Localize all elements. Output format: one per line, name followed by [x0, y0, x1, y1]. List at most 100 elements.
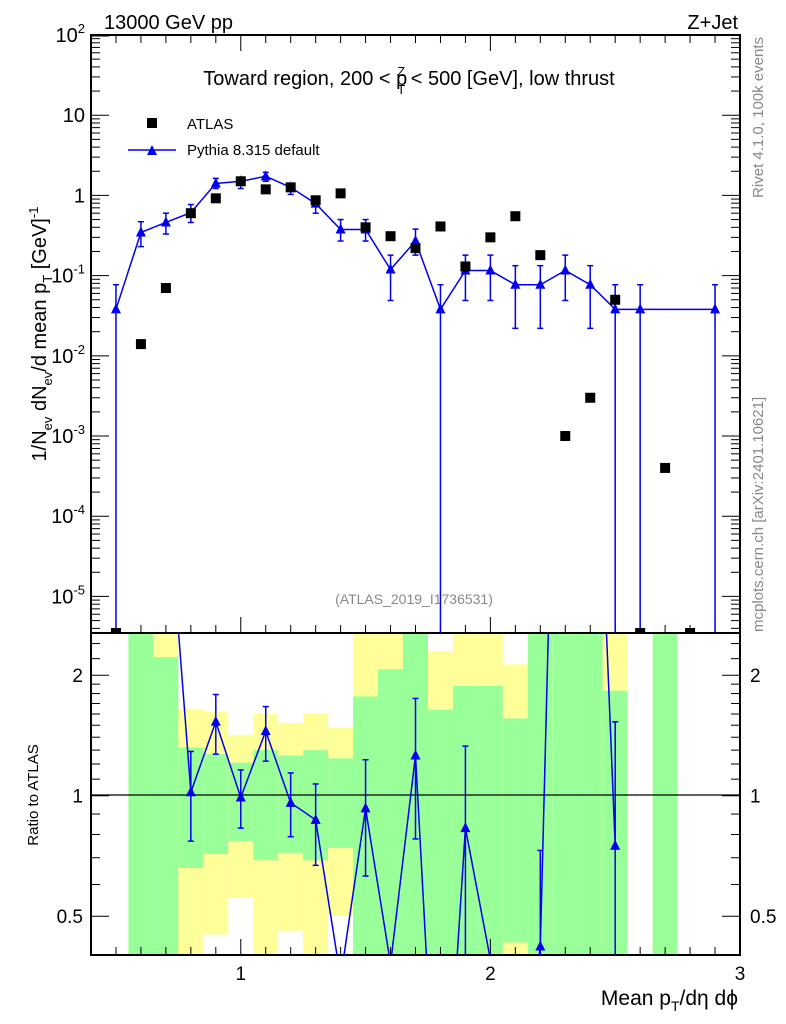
y-tick-label: 10-5	[51, 582, 85, 608]
atlas-point	[335, 188, 346, 199]
x-axis-label: Mean pT/dη dϕ	[601, 987, 738, 1014]
pythia-point	[385, 263, 396, 274]
ratio-y-tick-label: 0.5	[57, 907, 83, 928]
header-right: Z+Jet	[687, 12, 738, 34]
pythia-point	[160, 216, 171, 227]
atlas-point	[185, 208, 196, 219]
legend-pythia-label: Pythia 8.315 default	[187, 142, 320, 159]
stat-uncertainty-band	[577, 633, 603, 955]
ratio-y-tick-label-right: 1	[750, 787, 761, 808]
header-left: 13000 GeV pp	[104, 12, 233, 34]
pythia-point	[510, 278, 521, 289]
atlas-point	[285, 182, 296, 193]
atlas-point	[385, 231, 396, 242]
atlas-point	[560, 431, 571, 442]
pythia-point	[410, 235, 421, 246]
y-tick-label: 10-3	[51, 422, 85, 448]
ratio-y-tick-label: 2	[72, 666, 83, 687]
mcplots-label: mcplots.cern.ch [arXiv:2401.10621]	[750, 397, 767, 632]
pythia-point	[260, 170, 271, 181]
stat-uncertainty-band	[203, 754, 229, 855]
atlas-point	[510, 211, 521, 222]
ratio-point	[489, 953, 492, 955]
atlas-point	[160, 283, 171, 294]
atlas-point	[535, 250, 546, 261]
stat-uncertainty-band	[253, 750, 279, 861]
stat-uncertainty-band	[652, 633, 678, 955]
y-tick-label: 10-4	[51, 502, 85, 528]
ratio-point	[360, 802, 371, 813]
pythia-point	[335, 223, 346, 234]
ratio-line-segment	[414, 755, 428, 955]
atlas-point	[685, 628, 696, 633]
pythia-point	[710, 303, 721, 314]
atlas-point	[660, 462, 671, 473]
atlas-point	[485, 232, 496, 243]
pythia-point	[560, 264, 571, 275]
y-tick-label: 10	[63, 105, 85, 127]
main-plot-marks	[110, 170, 721, 633]
legend-pythia-marker	[147, 145, 157, 155]
stat-uncertainty-band	[128, 633, 154, 955]
pythia-point	[210, 177, 221, 188]
x-tick-label: 2	[485, 964, 496, 985]
ratio-line-segment	[240, 730, 267, 798]
ratio-point	[210, 715, 221, 726]
tick-labels: 102 10 1 10-1 10-2 10-3 10-4 10-5 2 2 1 1 0.5 0.5 1 2 3	[51, 21, 776, 985]
y-tick-label: 1	[74, 185, 85, 207]
atlas-point	[360, 222, 371, 233]
pythia-point	[635, 303, 646, 314]
ratio-y-axis-label: Ratio to ATLAS	[25, 744, 42, 845]
atlas-point	[460, 261, 471, 272]
atlas-point	[610, 294, 621, 305]
axis-ticks	[90, 35, 741, 956]
ratio-line-segment	[605, 633, 616, 846]
atlas-point	[310, 195, 321, 206]
legend-atlas-label: ATLAS	[187, 116, 233, 133]
ratio-point	[460, 822, 471, 833]
ratio-line-segment	[364, 808, 390, 955]
ratio-y-tick-label: 1	[72, 787, 83, 808]
ratio-plot-marks	[177, 633, 621, 955]
ratio-point	[610, 839, 621, 850]
legend-atlas-marker	[147, 118, 157, 128]
pythia-point	[485, 264, 496, 275]
x-tick-label: 1	[235, 964, 246, 985]
ratio-point	[410, 749, 421, 760]
ratio-bands	[128, 633, 678, 955]
analysis-watermark: (ATLAS_2019_I1736531)	[335, 591, 493, 607]
ratio-point	[235, 791, 246, 802]
ratio-point	[310, 813, 321, 824]
stat-uncertainty-band	[477, 685, 503, 955]
x-tick-label: 3	[735, 964, 746, 985]
pythia-point	[610, 303, 621, 314]
atlas-point	[135, 339, 146, 350]
ratio-y-tick-label-right: 0.5	[750, 907, 776, 928]
ratio-line-segment	[215, 721, 242, 798]
y-tick-label: 102	[56, 21, 85, 47]
atlas-point	[585, 392, 596, 403]
atlas-point	[410, 243, 421, 254]
stat-uncertainty-band	[502, 718, 528, 943]
stat-uncertainty-band	[427, 709, 453, 955]
main-y-axis-label: 1/Nev dNev/d mean pT [GeV]-1	[26, 207, 55, 462]
ratio-point	[285, 796, 296, 807]
rivet-version-label: Rivet 4.1.0, 100k events	[750, 37, 767, 198]
atlas-point	[235, 176, 246, 187]
atlas-point	[110, 628, 121, 633]
ratio-line-segment	[390, 755, 417, 955]
ratio-line-segment	[343, 808, 367, 955]
atlas-point	[435, 221, 446, 232]
pythia-point	[110, 303, 121, 314]
ratio-point	[535, 940, 546, 951]
atlas-point	[260, 184, 271, 195]
y-tick-label: 10-1	[51, 262, 85, 288]
ratio-y-tick-label-right: 2	[750, 666, 761, 687]
ratio-point	[260, 725, 271, 736]
ratio-line-segment	[265, 730, 292, 804]
atlas-point	[635, 628, 646, 633]
legend: ATLAS Pythia 8.315 default	[128, 116, 320, 159]
pythia-point	[135, 226, 146, 237]
ratio-line-segment	[464, 827, 491, 955]
